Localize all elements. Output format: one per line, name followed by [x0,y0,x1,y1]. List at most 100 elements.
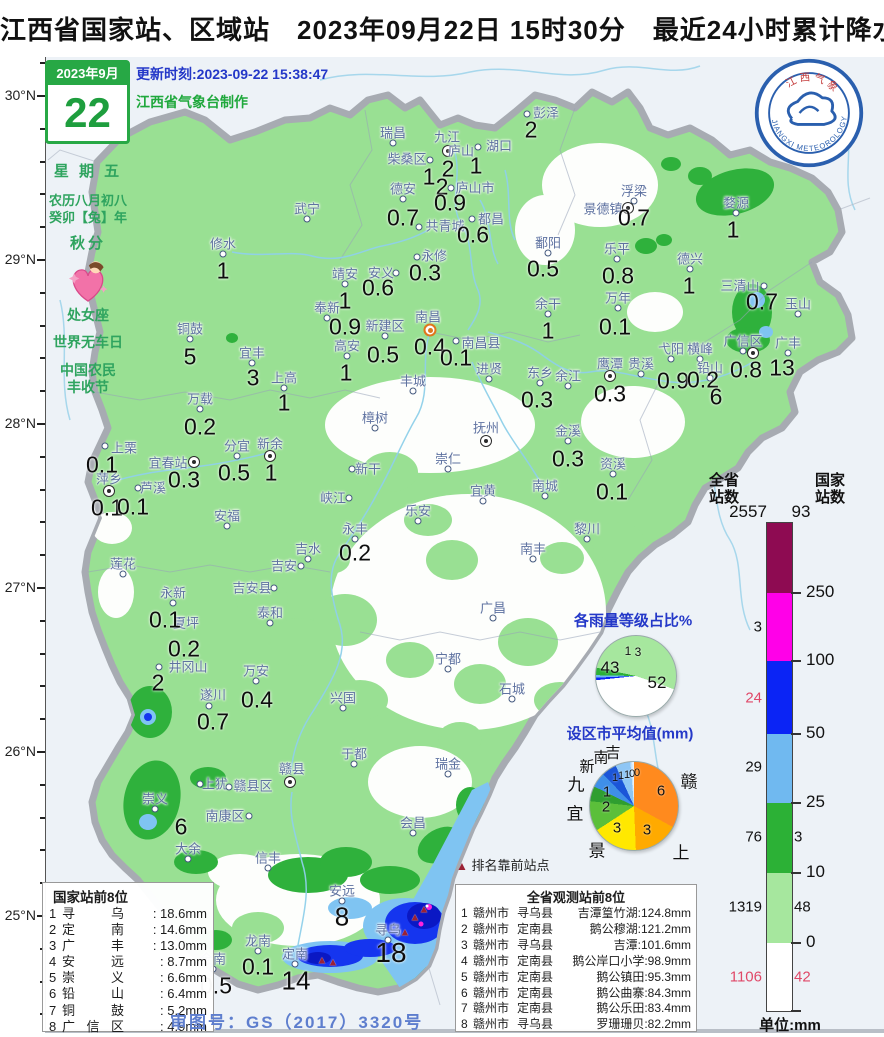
legend-tick-label: 10 [806,862,825,881]
station-marker [339,704,347,712]
map-city-label: 夏坪 [172,615,200,631]
lat-minor-tick [40,62,45,65]
rainfall-value: 0.5 [527,255,559,282]
map-city-label: 安远 [328,883,356,899]
map-city-label: 井冈山 [168,659,208,675]
station-marker [341,280,349,288]
rainfall-value: 0.2 [339,539,371,566]
rainfall-value: 0.8 [730,356,762,383]
legend-band [767,873,792,943]
pie-data-label: 赣 [680,772,698,792]
map-city-label: 奉新 [313,300,341,316]
station-marker [409,387,417,395]
rainfall-value: 0.7 [618,204,650,231]
map-city-label: 瑞金 [434,756,462,772]
table-row: 2 赣州市 定南县 鹅公穆湖:121.2mm [461,921,691,936]
map-canvas: 武宁 修水 瑞昌 九江 湖口 彭泽 柴桑区 庐山 德安 庐山市 都昌 共青城 永修 鄱阳 靖安 安义 浮梁 景德镇… [0,56,884,1031]
station-marker [345,494,353,502]
station-marker [304,555,312,563]
national-station-marker [264,450,276,462]
map-city-label: 鹰潭 [596,356,624,372]
station-marker [219,250,227,258]
map-city-label: 都昌 [477,211,505,227]
rainfall-value: 6 [174,813,188,840]
station-marker [686,265,694,273]
station-marker [447,184,455,192]
legend-province-count: 1106 [729,968,762,986]
lat-minor-tick [40,718,45,721]
map-city-label: 高安 [333,338,361,354]
legend-tick-label: 50 [806,723,825,742]
rainfall-value: 0.1 [242,953,274,980]
table-row: 5 赣州市 定南县 鹅公镇田:95.3mm [461,969,691,984]
legend-band [767,661,792,734]
rainfall-value: 1 [338,287,352,314]
rainfall-value: 1 [422,163,436,190]
lat-major-tick [37,587,45,589]
lat-label: 25°N [4,907,36,923]
lat-major-tick [37,915,45,917]
rainfall-value: 1 [469,152,483,179]
rainfall-value: 1 [541,317,555,344]
map-city-label: 寻乌 [374,922,402,938]
map-city-label: 玉山 [784,296,812,312]
station-marker [297,562,305,570]
station-marker [444,770,452,778]
top-station-triangle-icon: ▲ [399,926,411,939]
lat-minor-tick [40,816,45,819]
station-marker [392,269,400,277]
lat-minor-tick [40,160,45,163]
pie-data-label: 1 [602,783,612,801]
station-marker [468,215,476,223]
rainfall-value: 0.2 [168,635,200,662]
legend-band [767,803,792,873]
station-marker [371,424,379,432]
map-city-label: 进贤 [475,361,503,377]
virgo-illustration [68,261,108,302]
map-city-label: 丰城 [399,373,427,389]
lat-minor-tick [40,127,45,130]
national-station-marker [442,145,454,157]
station-marker [399,195,407,203]
station-marker [196,780,204,788]
pie-data-label: 1 [624,644,632,658]
pie-data-label: 6 [656,782,666,800]
map-city-label: 安义 [367,265,395,281]
legend-tick [791,802,801,804]
table-row: 6 铅山: 6.4mm [49,986,207,1002]
station-marker [564,382,572,390]
rainfall-value: 0.3 [168,466,200,493]
map-city-label: 彭泽 [532,105,560,121]
legend-unit-label: 单位:mm [759,1017,821,1034]
map-city-label: 武宁 [293,201,321,217]
station-marker [444,665,452,673]
lunar-date-text: 农历八月初八 [48,193,127,208]
station-marker [541,492,549,500]
pie-data-label: 吉 [605,744,621,762]
map-city-label: 万安 [242,663,270,679]
map-city-label: 赣县区 [233,778,273,794]
pie-data-label: 3 [612,819,622,837]
province-station-top8-table: 全省观测站前8位 1 赣州市 寻乌县 吉潭篁竹湖:124.8mm 2 赣州市 定南县 鹅公穆湖… [455,884,697,1032]
map-city-label: 东乡 [526,365,554,381]
station-marker [409,829,417,837]
rainfall-value: 0.1 [91,494,123,521]
top-station-triangle-icon: ▲ [418,903,430,916]
map-city-label: 萍乡 [95,471,123,487]
national-station-marker [103,485,115,497]
map-city-label: 南城 [531,478,559,494]
station-marker [732,209,740,217]
map-city-label: 安福 [213,508,241,524]
festival1-text: 世界无车日 [53,334,123,350]
station-marker [544,310,552,318]
legend-tick [791,1010,801,1012]
table-row: 3 赣州市 寻乌县 吉潭:101.6mm [461,937,691,952]
rainfall-value: 0.7 [746,288,778,315]
map-city-label: 浮梁 [620,183,648,199]
map-city-label: 资溪 [599,456,627,472]
station-marker [474,143,482,151]
station-marker [254,947,262,955]
map-city-label: 永修 [420,248,448,264]
table-row: 5 崇义: 6.6mm [49,970,207,986]
rainfall-value: 0.1 [440,344,472,371]
